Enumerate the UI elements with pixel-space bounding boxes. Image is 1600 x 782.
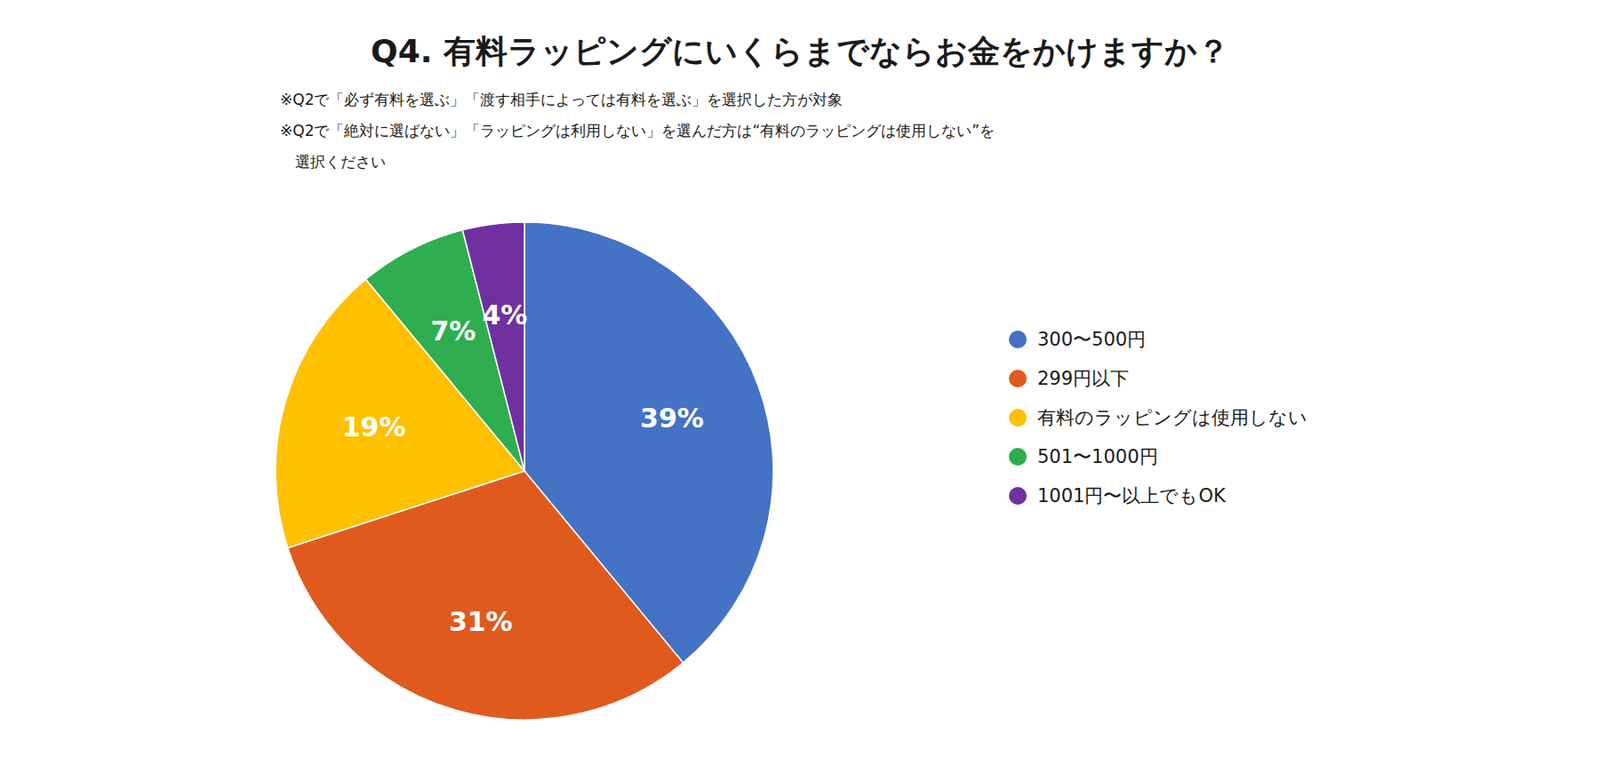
title: Q4. 有料ラッピングにいくらまでならお金をかけますか？ [370,32,1230,70]
pie [275,222,774,720]
legend: 300〜500円 299円以下有料のラッピングは使用しない 501〜1000円 100… [1008,328,1308,507]
pie-labels: 39% 31% 19% 7%4% [342,299,704,637]
data-label: 4% [481,299,528,331]
chart-root: Q4. 有料ラッピングにいくらまでならお金をかけますか？ ※Q2で「必ず有料を選ぶ… [0,0,1600,782]
legend-swatch [1008,448,1027,466]
legend-swatch [1008,330,1027,349]
legend-swatch [1008,408,1027,427]
subtitle: ※Q2で「絶対に選ばない」「ラッピングは利用しない」を選んだ方は“有料のラッピン… [280,121,995,140]
legend-label: 501〜1000円 [1037,446,1159,468]
background [0,0,1600,782]
subtitle: ※Q2で「必ず有料を選ぶ」「渡す相手によっては有料を選ぶ」を選択した方が対象 [280,90,843,109]
data-label: 19% [342,411,407,443]
data-label: 39% [640,402,704,434]
data-label: 31% [448,606,513,638]
legend-label: 299円以下 [1037,368,1129,390]
legend-label: 1001円〜以上でもOK [1037,485,1227,507]
legend-swatch [1008,369,1027,388]
legend-label: 300〜500円 [1037,328,1146,351]
legend-swatch [1008,487,1027,505]
legend-label: 有料のラッピングは使用しない [1037,407,1308,429]
subtitle: 選択ください [280,152,386,171]
data-label: 7% [430,315,476,347]
